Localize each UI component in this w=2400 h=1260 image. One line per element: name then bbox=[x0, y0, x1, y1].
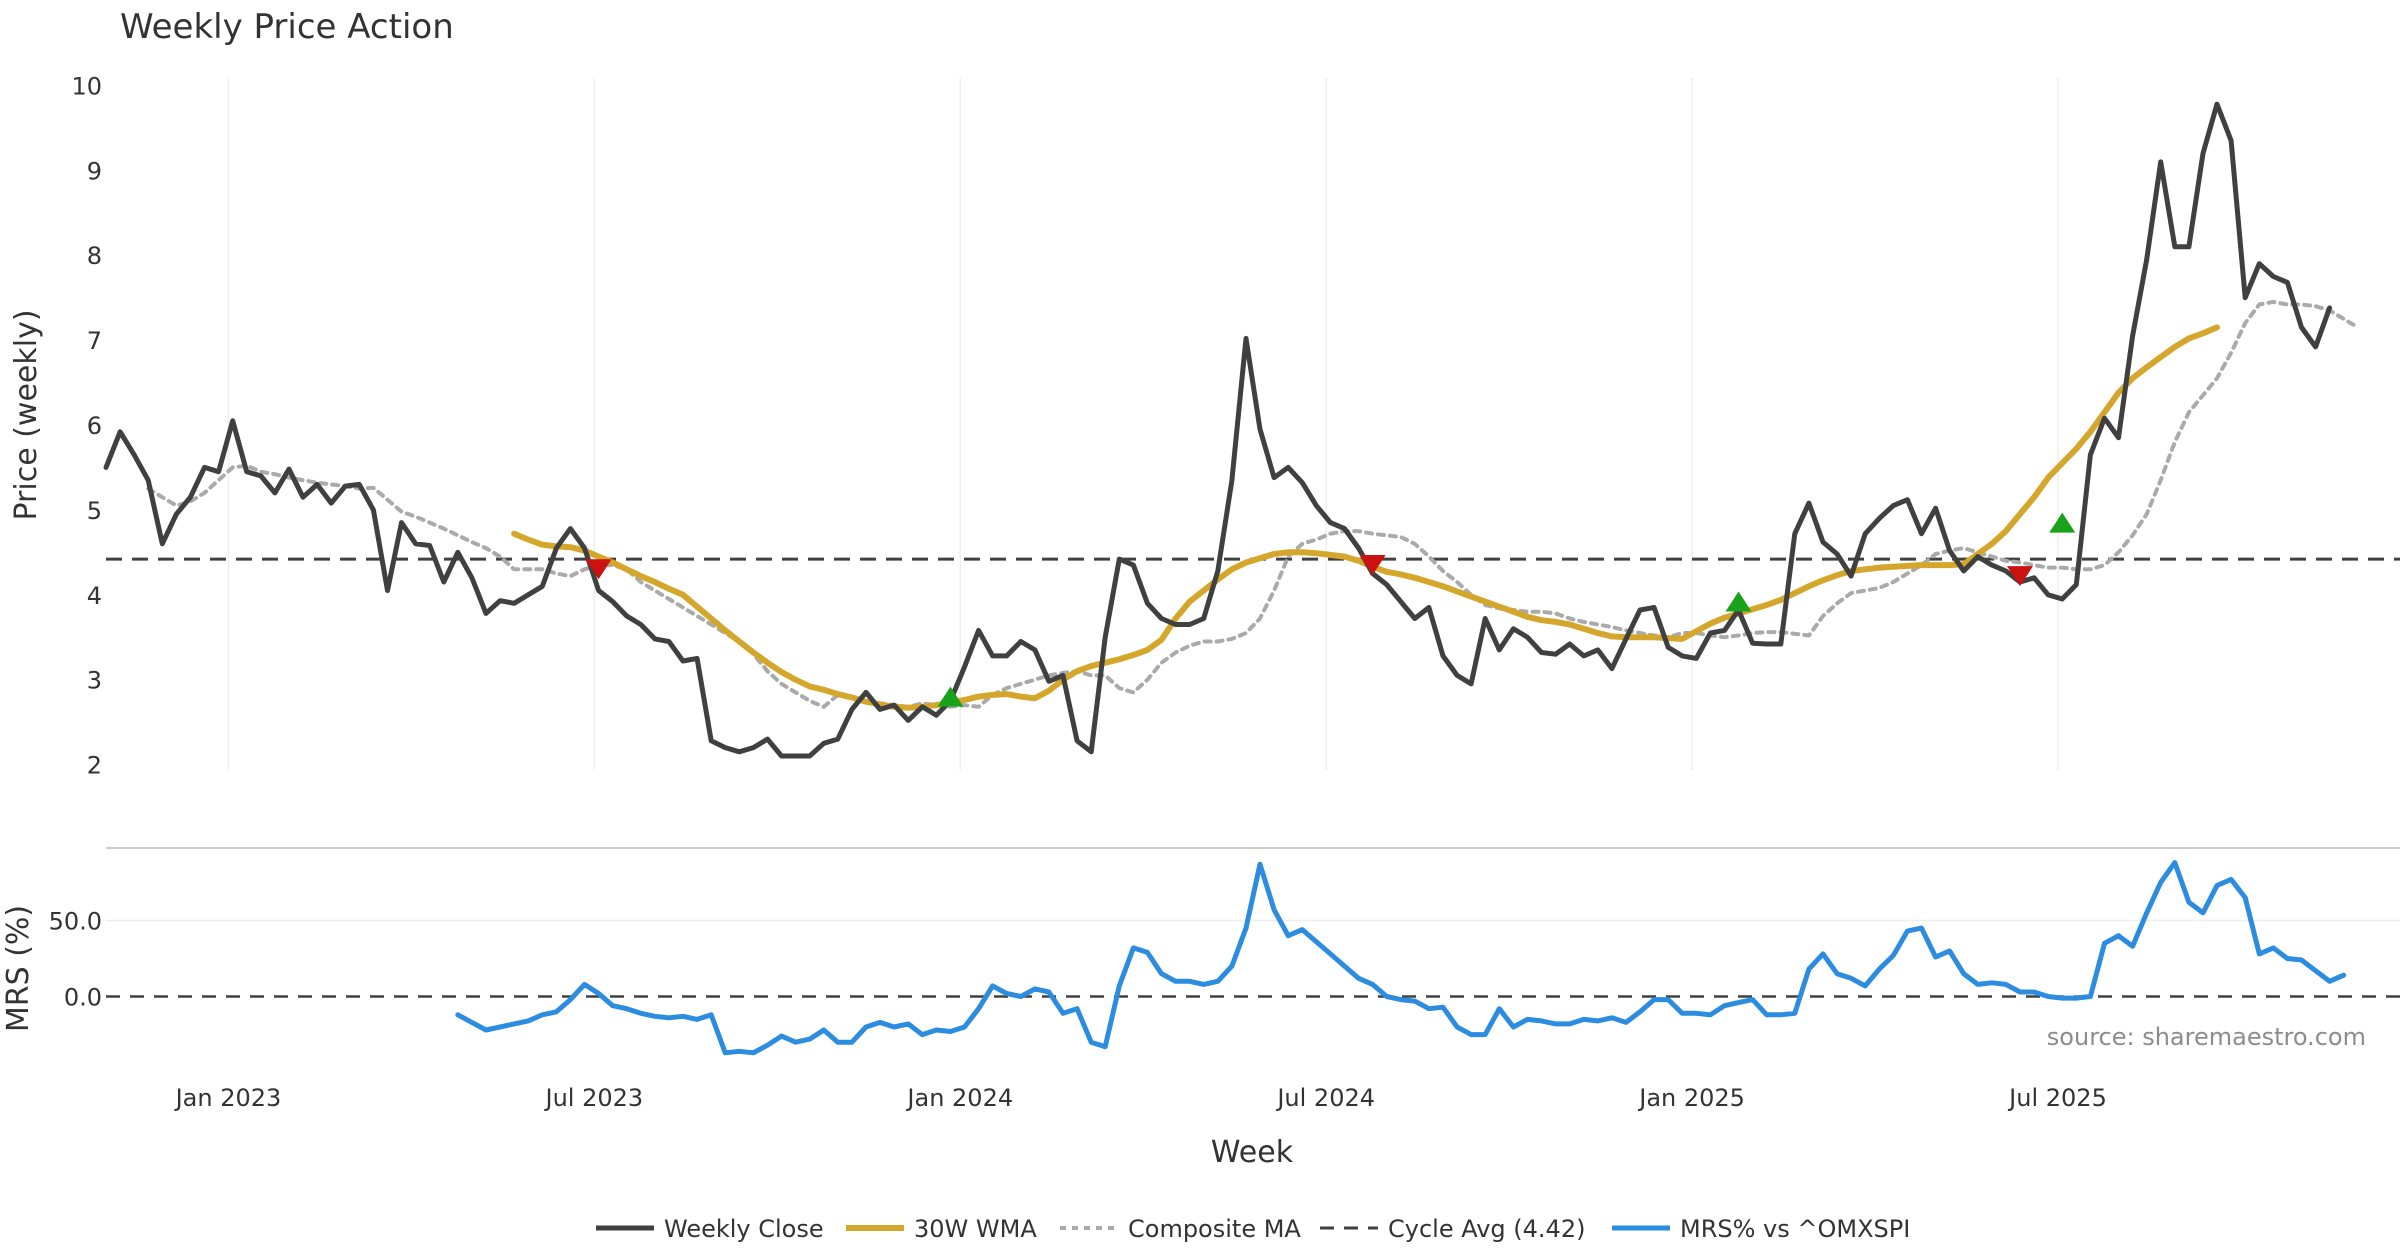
series-composite-ma bbox=[146, 299, 2360, 709]
legend-label: Composite MA bbox=[1128, 1215, 1301, 1243]
x-tick-label: Jan 2023 bbox=[174, 1084, 282, 1112]
legend-label: Cycle Avg (4.42) bbox=[1388, 1215, 1585, 1243]
buy-signal-marker bbox=[1725, 591, 1752, 612]
price-y-ticks: 2 3 4 5 6 7 8 9 10 bbox=[71, 72, 102, 779]
series-30w-wma bbox=[511, 324, 2220, 711]
legend-label: MRS% vs ^OMXSPI bbox=[1680, 1215, 1910, 1243]
mrs-y-ticks: 0.0 50.0 bbox=[49, 907, 102, 1011]
price-y-tick-label: 6 bbox=[87, 412, 102, 440]
series-mrs-vs-omxspi bbox=[455, 860, 2347, 1056]
price-y-tick-label: 8 bbox=[87, 242, 102, 270]
x-tick-label: Jul 2023 bbox=[544, 1084, 644, 1112]
source-note: source: sharemaestro.com bbox=[2047, 1023, 2366, 1051]
x-axis-label: Week bbox=[1211, 1135, 1294, 1170]
legend: Weekly Close 30W WMA Composite MA Cycle Avg… bbox=[596, 1215, 1910, 1243]
buy-signal-marker bbox=[2049, 512, 2076, 533]
mrs-series bbox=[455, 860, 2347, 1056]
price-y-tick-label: 5 bbox=[87, 497, 102, 525]
legend-label: 30W WMA bbox=[914, 1215, 1037, 1243]
price-y-tick-label: 3 bbox=[87, 667, 102, 695]
x-tick-label: Jul 2024 bbox=[1275, 1084, 1375, 1112]
series-weekly-close bbox=[103, 101, 2333, 759]
price-y-axis-label: Price (weekly) bbox=[9, 309, 44, 520]
x-tick-label: Jan 2024 bbox=[905, 1084, 1013, 1112]
chart-title: Weekly Price Action bbox=[120, 7, 454, 47]
price-y-tick-label: 2 bbox=[87, 752, 102, 780]
buy-signal-marker bbox=[937, 686, 964, 707]
sell-signal-marker bbox=[1359, 555, 1386, 576]
legend-label: Weekly Close bbox=[664, 1215, 824, 1243]
price-gridlines bbox=[227, 78, 2059, 770]
price-panel: 2 3 4 5 6 7 8 9 10 Price (weekly) bbox=[9, 72, 2400, 780]
price-y-tick-label: 9 bbox=[87, 157, 102, 185]
signals bbox=[585, 512, 2076, 707]
price-y-tick-label: 10 bbox=[71, 72, 102, 100]
price-y-tick-label: 4 bbox=[87, 582, 102, 610]
price-series bbox=[103, 101, 2360, 759]
mrs-panel: 0.0 50.0 MRS (%) source: sharemaestro.com bbox=[1, 860, 2400, 1056]
sell-signal-marker bbox=[585, 559, 612, 580]
mrs-y-tick-label: 50.0 bbox=[49, 907, 102, 935]
x-tick-label: Jan 2025 bbox=[1637, 1084, 1745, 1112]
x-ticks: Jan 2023 Jul 2023 Jan 2024 Jul 2024 Jan 2025… bbox=[174, 1084, 2107, 1112]
mrs-y-axis-label: MRS (%) bbox=[1, 905, 36, 1032]
mrs-y-tick-label: 0.0 bbox=[64, 984, 102, 1012]
x-tick-label: Jul 2025 bbox=[2007, 1084, 2107, 1112]
price-y-tick-label: 7 bbox=[87, 327, 102, 355]
sell-signal-marker bbox=[2007, 566, 2034, 587]
